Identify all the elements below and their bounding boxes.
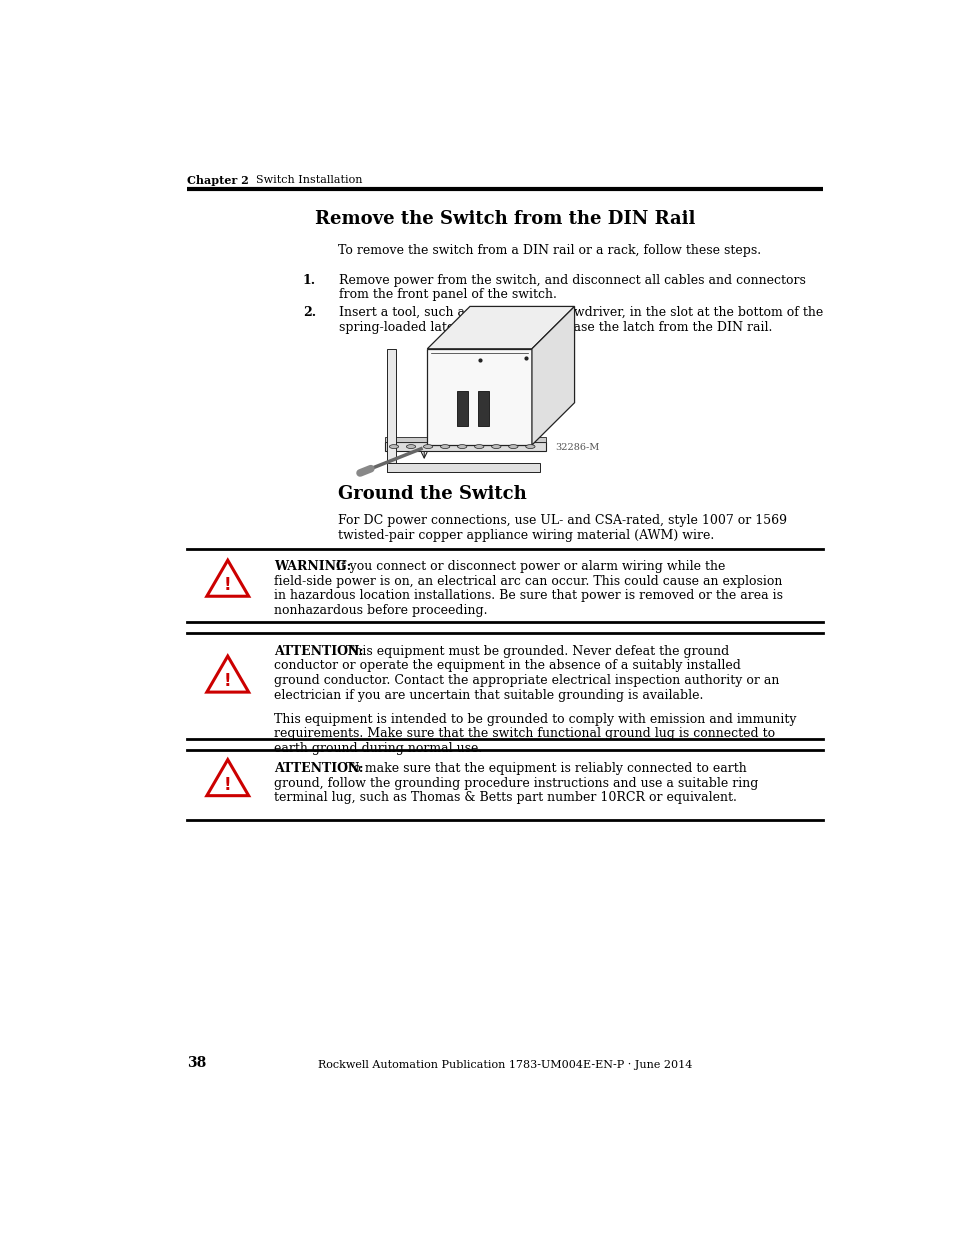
- Text: 2.: 2.: [303, 306, 315, 319]
- Polygon shape: [207, 656, 249, 692]
- Text: To remove the switch from a DIN rail or a rack, follow these steps.: To remove the switch from a DIN rail or …: [337, 245, 760, 257]
- Text: ATTENTION:: ATTENTION:: [274, 645, 363, 658]
- Bar: [477, 391, 488, 426]
- Text: WARNING:: WARNING:: [274, 561, 351, 573]
- Text: This equipment is intended to be grounded to comply with emission and immunity: This equipment is intended to be grounde…: [274, 713, 796, 726]
- Text: Remove power from the switch, and disconnect all cables and connectors: Remove power from the switch, and discon…: [339, 274, 805, 287]
- Text: Ground the Switch: Ground the Switch: [337, 484, 526, 503]
- Text: Chapter 2: Chapter 2: [187, 175, 249, 186]
- Text: 1.: 1.: [303, 274, 315, 287]
- Text: !: !: [224, 672, 232, 690]
- Polygon shape: [207, 760, 249, 795]
- Text: in hazardous location installations. Be sure that power is removed or the area i: in hazardous location installations. Be …: [274, 589, 782, 603]
- Text: To make sure that the equipment is reliably connected to earth: To make sure that the equipment is relia…: [342, 762, 746, 774]
- Ellipse shape: [389, 445, 398, 448]
- Text: ATTENTION:: ATTENTION:: [274, 762, 363, 774]
- Bar: [384, 442, 545, 451]
- Text: nonhazardous before proceeding.: nonhazardous before proceeding.: [274, 604, 487, 618]
- Text: field-side power is on, an electrical arc can occur. This could cause an explosi: field-side power is on, an electrical ar…: [274, 574, 781, 588]
- Ellipse shape: [423, 445, 433, 448]
- Text: terminal lug, such as Thomas & Betts part number 10RCR or equivalent.: terminal lug, such as Thomas & Betts par…: [274, 792, 737, 804]
- Text: For DC power connections, use UL- and CSA-rated, style 1007 or 1569: For DC power connections, use UL- and CS…: [337, 514, 786, 527]
- Text: earth ground during normal use.: earth ground during normal use.: [274, 742, 482, 755]
- Bar: [387, 348, 395, 472]
- Polygon shape: [427, 348, 532, 445]
- Ellipse shape: [508, 445, 517, 448]
- Text: requirements. Make sure that the switch functional ground lug is connected to: requirements. Make sure that the switch …: [274, 727, 775, 740]
- Text: electrician if you are uncertain that suitable grounding is available.: electrician if you are uncertain that su…: [274, 689, 703, 701]
- Ellipse shape: [406, 445, 416, 448]
- Text: ground, follow the grounding procedure instructions and use a suitable ring: ground, follow the grounding procedure i…: [274, 777, 758, 789]
- Text: Rockwell Automation Publication 1783-UM004E-EN-P · June 2014: Rockwell Automation Publication 1783-UM0…: [317, 1060, 692, 1070]
- Text: twisted-pair copper appliance wiring material (AWM) wire.: twisted-pair copper appliance wiring mat…: [337, 529, 713, 542]
- Text: from the front panel of the switch.: from the front panel of the switch.: [339, 288, 557, 301]
- Text: 32286-M: 32286-M: [555, 443, 598, 452]
- Bar: [456, 391, 467, 426]
- Text: This equipment must be grounded. Never defeat the ground: This equipment must be grounded. Never d…: [342, 645, 729, 658]
- Text: Remove the Switch from the DIN Rail: Remove the Switch from the DIN Rail: [314, 210, 695, 227]
- Polygon shape: [532, 306, 574, 445]
- Ellipse shape: [440, 445, 449, 448]
- Ellipse shape: [457, 445, 466, 448]
- Ellipse shape: [491, 445, 500, 448]
- Ellipse shape: [474, 445, 483, 448]
- Text: !: !: [224, 776, 232, 794]
- Text: ground conductor. Contact the appropriate electrical inspection authority or an: ground conductor. Contact the appropriat…: [274, 674, 779, 687]
- Polygon shape: [427, 306, 574, 348]
- Text: Switch Installation: Switch Installation: [255, 175, 362, 185]
- Text: spring-loaded latch and use it to release the latch from the DIN rail.: spring-loaded latch and use it to releas…: [339, 321, 772, 333]
- Text: conductor or operate the equipment in the absence of a suitably installed: conductor or operate the equipment in th…: [274, 659, 740, 673]
- Bar: [384, 437, 545, 442]
- Text: 38: 38: [187, 1056, 207, 1070]
- Text: Insert a tool, such as a flat-head screwdriver, in the slot at the bottom of the: Insert a tool, such as a flat-head screw…: [339, 306, 822, 319]
- Text: If you connect or disconnect power or alarm wiring while the: If you connect or disconnect power or al…: [332, 561, 724, 573]
- Text: !: !: [224, 577, 232, 594]
- Bar: [387, 463, 539, 472]
- Ellipse shape: [525, 445, 535, 448]
- Polygon shape: [207, 561, 249, 597]
